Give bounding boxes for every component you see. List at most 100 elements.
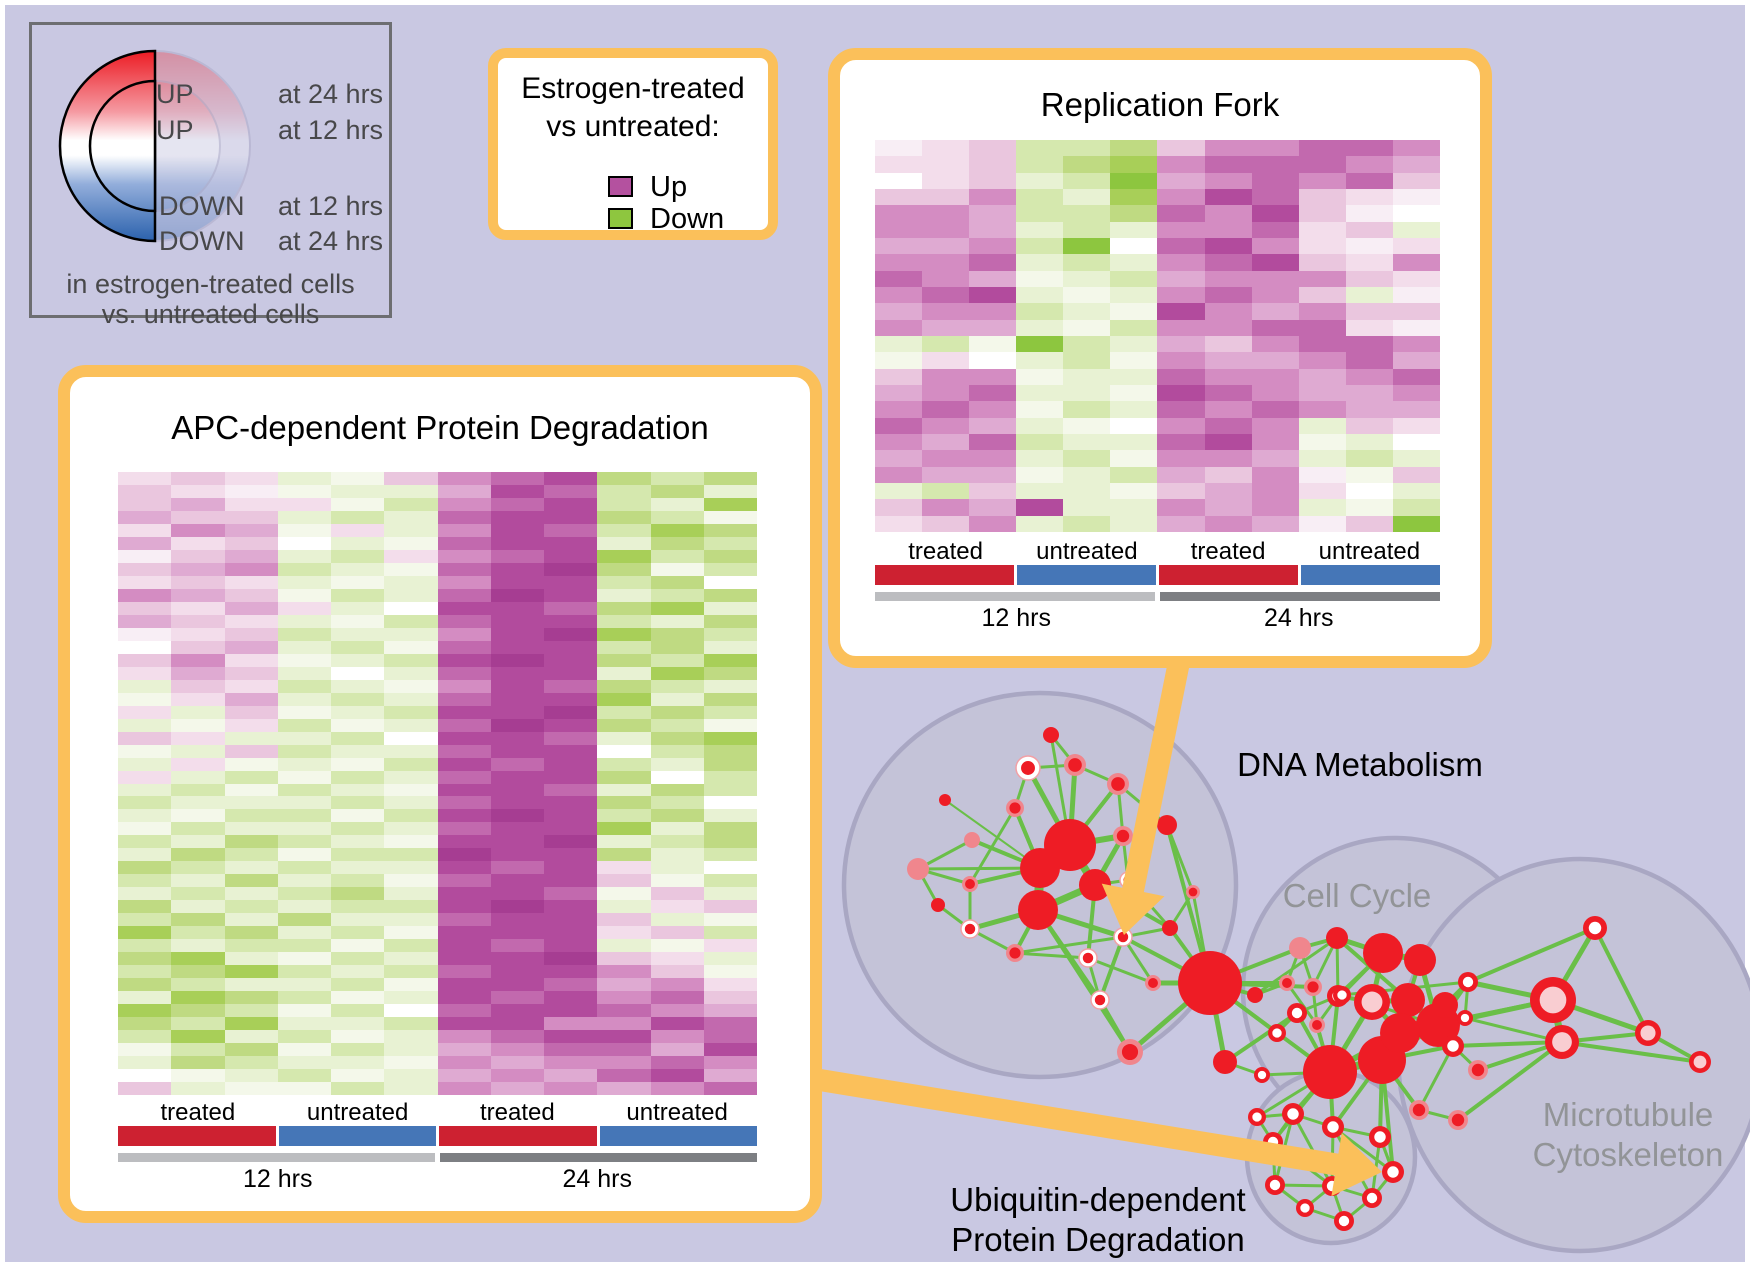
- heatmap-cell: [437, 848, 491, 862]
- heatmap-cell: [875, 499, 923, 516]
- heatmap-cell: [544, 692, 598, 706]
- heatmap-cell: [544, 991, 598, 1005]
- heatmap-cell: [1110, 385, 1158, 402]
- heatmap-cell: [171, 1056, 225, 1070]
- gene-node-core: [1338, 1215, 1350, 1227]
- heatmap-cell: [331, 991, 385, 1005]
- heatmap-cell: [1298, 303, 1346, 320]
- heatmap-cell: [597, 1056, 651, 1070]
- heatmap-cell: [171, 1043, 225, 1057]
- heatmap-cell: [1392, 172, 1440, 189]
- time-labels: 12 hrs 24 hrs: [118, 1165, 757, 1194]
- heatmap-cell: [1110, 140, 1158, 157]
- gene-node-core: [1412, 1103, 1426, 1117]
- heatmap-cell: [703, 640, 757, 654]
- heatmap-cell: [437, 1056, 491, 1070]
- heatmap-cell: [384, 965, 438, 979]
- legend-time-label: at 12 hrs: [278, 191, 384, 221]
- heatmap-cell: [703, 523, 757, 537]
- heatmap-cell: [1392, 368, 1440, 385]
- heatmap-cell: [1063, 238, 1111, 255]
- heatmap-cell: [171, 575, 225, 589]
- heatmap-cell: [597, 588, 651, 602]
- heatmap-cell: [544, 770, 598, 784]
- heatmap-cell: [1345, 466, 1393, 483]
- heatmap-cell: [277, 926, 331, 940]
- heatmap-cell: [277, 575, 331, 589]
- heatmap-cell: [1110, 156, 1158, 173]
- heatmap-cell: [703, 1082, 757, 1095]
- heatmap-cell: [277, 523, 331, 537]
- heatmap-cell: [118, 952, 172, 966]
- heatmap-cell: [650, 588, 704, 602]
- heatmap-cell: [703, 1043, 757, 1057]
- heatmap-cell: [650, 679, 704, 693]
- heatmap-cell: [331, 900, 385, 914]
- heatmap-cell: [277, 640, 331, 654]
- heatmap-cell: [384, 549, 438, 563]
- heatmap-cell: [384, 497, 438, 511]
- gene-node-core: [1116, 829, 1130, 843]
- heatmap-cell: [118, 991, 172, 1005]
- heatmap-cell: [1110, 336, 1158, 353]
- heatmap-cell: [544, 718, 598, 732]
- heatmap-cell: [597, 497, 651, 511]
- heatmap-cell: [118, 614, 172, 628]
- heatmap-cell: [1392, 434, 1440, 451]
- treatment-label: treated: [480, 1099, 555, 1126]
- heatmap-cell: [437, 679, 491, 693]
- heatmap-cell: [875, 417, 923, 434]
- heatmap-cell: [331, 523, 385, 537]
- heatmap-cell: [331, 874, 385, 888]
- heatmap-cell: [277, 1017, 331, 1031]
- heatmap-cell: [118, 835, 172, 849]
- heatmap-cell: [224, 939, 278, 953]
- heatmap-cell: [1251, 140, 1299, 157]
- heatmap-cell: [544, 1043, 598, 1057]
- heatmap-cell: [1251, 221, 1299, 238]
- heatmap-cell: [277, 536, 331, 550]
- heatmap-cell: [437, 627, 491, 641]
- heatmap-cell: [922, 483, 970, 500]
- heatmap-cell: [331, 601, 385, 615]
- heatmap-cell: [437, 640, 491, 654]
- down-label: Down: [650, 203, 725, 235]
- heatmap-cell: [597, 653, 651, 667]
- heatmap-cell: [437, 835, 491, 849]
- heatmap-cell: [331, 497, 385, 511]
- heatmap-cell: [1298, 205, 1346, 222]
- gene-node: [1303, 1045, 1357, 1099]
- heatmap-cell: [277, 666, 331, 680]
- gene-node-core: [1366, 1192, 1378, 1204]
- heatmap-cell: [922, 466, 970, 483]
- legend-caption-line2: vs. untreated cells: [101, 299, 320, 329]
- heatmap-cell: [331, 484, 385, 498]
- heatmap-cell: [544, 757, 598, 771]
- gene-node: [1020, 848, 1060, 888]
- gene-node: [1404, 944, 1436, 976]
- heatmap-cell: [118, 484, 172, 498]
- legend-dir-label: DOWN: [159, 191, 245, 221]
- heatmap-cell: [969, 434, 1017, 451]
- heatmap-cell: [490, 1030, 544, 1044]
- heatmap-cell: [1298, 466, 1346, 483]
- heatmap-cell: [650, 1017, 704, 1031]
- cluster-label-cell-cycle: Cell Cycle: [1282, 877, 1432, 914]
- heatmap-cell: [1016, 140, 1064, 157]
- heatmap-cell: [650, 549, 704, 563]
- heatmap-cell: [331, 1082, 385, 1095]
- heatmap-cell: [171, 796, 225, 810]
- heatmap-cell: [1157, 221, 1205, 238]
- heatmap-cell: [224, 822, 278, 836]
- heatmap-cell: [384, 848, 438, 862]
- heatmap-cell: [1204, 270, 1252, 287]
- heatmap-cell: [224, 770, 278, 784]
- heatmap-cell: [437, 1030, 491, 1044]
- heatmap-cell: [1016, 172, 1064, 189]
- heatmap-cell: [118, 822, 172, 836]
- heatmap-cell: [490, 1056, 544, 1070]
- heatmap-cell: [224, 913, 278, 927]
- heatmap-cell: [1298, 270, 1346, 287]
- heatmap-cell: [277, 796, 331, 810]
- heatmap-cell: [171, 1004, 225, 1018]
